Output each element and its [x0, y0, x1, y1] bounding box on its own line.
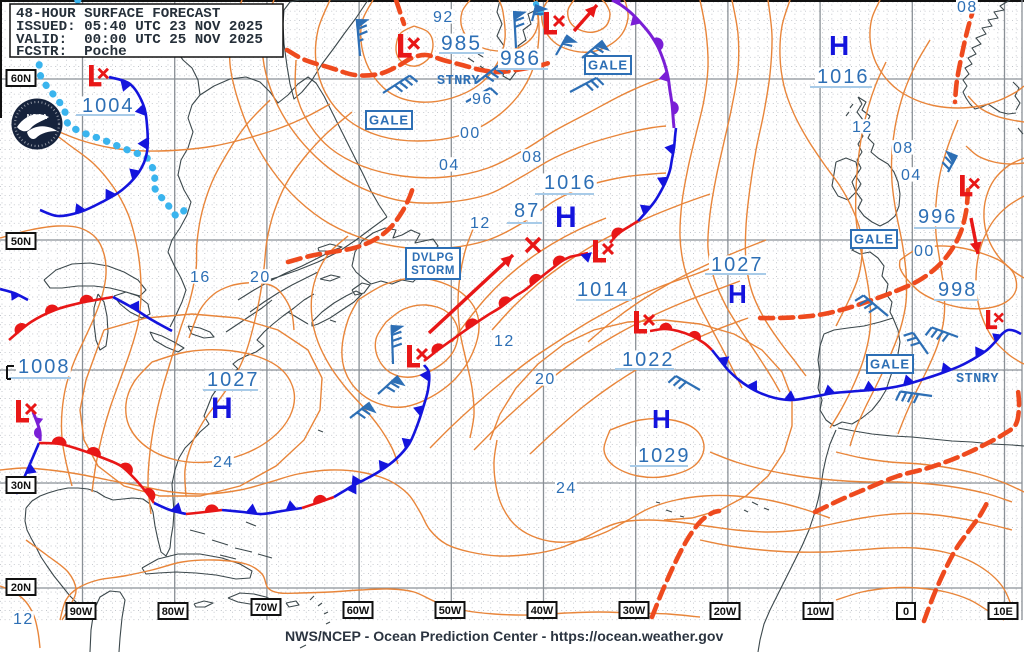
svg-text:STORM: STORM — [411, 265, 455, 277]
svg-text:H: H — [555, 201, 577, 234]
svg-text:12: 12 — [852, 119, 873, 136]
svg-text:H: H — [211, 392, 233, 425]
svg-text:0: 0 — [903, 606, 909, 618]
svg-text:1029: 1029 — [638, 445, 691, 467]
svg-text:24: 24 — [213, 454, 234, 471]
svg-text:H: H — [829, 30, 849, 61]
svg-text:NOAA: NOAA — [27, 114, 48, 121]
svg-text:12: 12 — [470, 215, 491, 232]
svg-text:00: 00 — [914, 243, 935, 260]
svg-text:08: 08 — [957, 0, 978, 16]
svg-text:1014: 1014 — [577, 279, 630, 301]
svg-text:1004: 1004 — [82, 95, 135, 117]
svg-text:FCSTR: Poche: FCSTR: Poche — [16, 44, 127, 60]
svg-text:08: 08 — [522, 149, 543, 166]
svg-text:00: 00 — [460, 125, 481, 142]
svg-text:16: 16 — [190, 269, 211, 286]
svg-text:20W: 20W — [714, 606, 737, 618]
svg-text:H: H — [728, 279, 747, 309]
svg-text:50W: 50W — [439, 605, 462, 617]
svg-text:DVLPG: DVLPG — [412, 252, 454, 264]
svg-text:20: 20 — [535, 371, 556, 388]
svg-text:H: H — [652, 404, 671, 434]
svg-text:1027: 1027 — [207, 369, 260, 391]
svg-text:08: 08 — [893, 140, 914, 157]
svg-text:24: 24 — [556, 480, 577, 497]
svg-text:12: 12 — [494, 333, 515, 350]
svg-text:04: 04 — [901, 167, 922, 184]
svg-text:50N: 50N — [11, 236, 31, 248]
svg-text:30N: 30N — [11, 480, 31, 492]
svg-text:87: 87 — [514, 200, 540, 222]
svg-text:60N: 60N — [11, 73, 31, 85]
svg-text:1016: 1016 — [817, 66, 870, 88]
svg-text:12: 12 — [13, 611, 34, 628]
svg-text:60W: 60W — [347, 605, 370, 617]
svg-text:STNRY: STNRY — [437, 74, 480, 89]
svg-text:GALE: GALE — [588, 58, 628, 73]
svg-text:10W: 10W — [807, 606, 830, 618]
svg-text:GALE: GALE — [369, 113, 409, 128]
svg-text:1027: 1027 — [711, 254, 764, 276]
svg-text:986: 986 — [500, 47, 541, 70]
svg-text:1016: 1016 — [544, 172, 597, 194]
svg-text:10E: 10E — [993, 606, 1013, 618]
svg-text:NWS/NCEP - Ocean Prediction Ce: NWS/NCEP - Ocean Prediction Center - htt… — [285, 628, 723, 644]
svg-text:GALE: GALE — [870, 357, 910, 372]
svg-text:GALE: GALE — [854, 232, 894, 247]
svg-text:92: 92 — [433, 9, 454, 26]
svg-text:1008: 1008 — [18, 356, 71, 378]
svg-text:70W: 70W — [255, 602, 278, 614]
svg-text:STNRY: STNRY — [956, 372, 999, 387]
svg-text:998: 998 — [938, 279, 977, 301]
svg-text:96: 96 — [472, 91, 493, 108]
svg-text:996: 996 — [918, 206, 957, 228]
svg-text:40W: 40W — [531, 605, 554, 617]
svg-text:04: 04 — [439, 157, 460, 174]
svg-text:1022: 1022 — [622, 349, 675, 371]
svg-text:985: 985 — [441, 32, 482, 55]
svg-text:20: 20 — [250, 269, 271, 286]
svg-text:80W: 80W — [162, 606, 185, 618]
svg-text:30W: 30W — [623, 605, 646, 617]
svg-text:90W: 90W — [70, 606, 93, 618]
svg-text:20N: 20N — [11, 582, 31, 594]
